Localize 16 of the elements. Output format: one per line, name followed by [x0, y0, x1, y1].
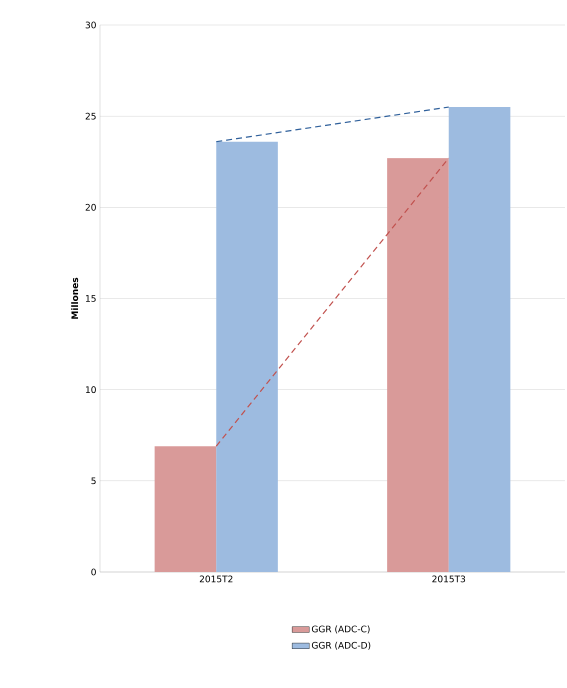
- y-tick-label: 5: [91, 477, 96, 484]
- y-tick-label: 25: [86, 112, 96, 120]
- legend-label: GGR (ADC-C): [312, 625, 370, 634]
- y-tick-label: 10: [86, 386, 96, 394]
- y-tick-label: 0: [91, 568, 96, 576]
- y-tick-label: 15: [86, 295, 96, 302]
- legend-label: GGR (ADC-D): [312, 642, 370, 650]
- y-tick-label: 20: [86, 204, 96, 211]
- bar: [154, 446, 216, 572]
- bar: [387, 158, 449, 572]
- x-tick-label: 2015T3: [432, 576, 466, 582]
- bar: [216, 142, 278, 572]
- y-tick-label: 30: [86, 22, 96, 28]
- y-axis-title: Millones: [71, 278, 78, 319]
- x-tick-label: 2015T2: [200, 576, 232, 582]
- bar: [448, 107, 510, 572]
